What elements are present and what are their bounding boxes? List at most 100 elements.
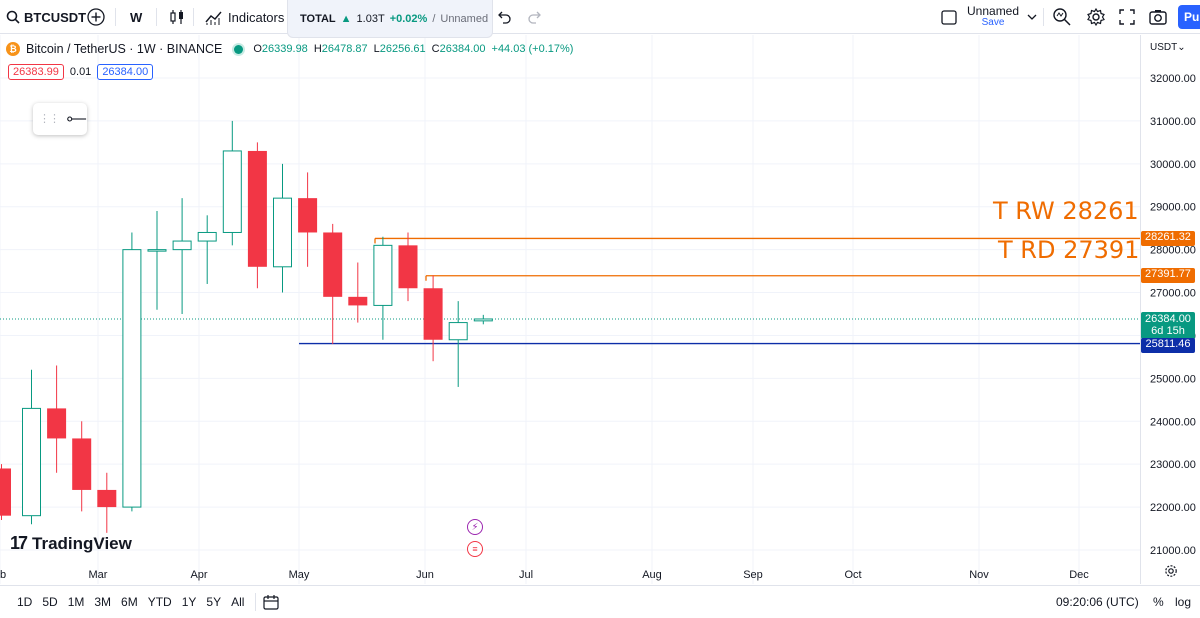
candle-body-down xyxy=(72,438,92,490)
up-arrow-icon: ▲ xyxy=(340,12,352,25)
settings-button[interactable] xyxy=(1086,0,1106,34)
top-toolbar: BTCUSDT W Indicators TOTAL ▲ 1.03T +0.02… xyxy=(0,0,1200,38)
last-price-value: 26384.00 xyxy=(1145,313,1191,325)
horizontal-ray-icon[interactable] xyxy=(67,114,87,124)
calendar-range-icon[interactable] xyxy=(262,593,280,611)
us-flag-event-icon[interactable]: ≡ xyxy=(467,541,483,557)
time-axis-label: Dec xyxy=(1069,569,1089,581)
time-axis-label: Apr xyxy=(190,569,207,581)
total-separator: / xyxy=(432,12,436,25)
layout-name-label: Unnamed xyxy=(967,4,1020,18)
interval-button[interactable]: W xyxy=(130,9,143,25)
candle-body-up xyxy=(22,407,41,517)
currency-label: USDT xyxy=(1150,42,1178,53)
axis-settings-button[interactable] xyxy=(1164,564,1178,583)
chart-type-button[interactable] xyxy=(168,0,186,34)
change-value: +44.03 (+0.17%) xyxy=(491,43,574,55)
symbol-title[interactable]: Bitcoin / TetherUS · 1W · BINANCE xyxy=(26,42,223,56)
ohlc-values: O26339.98 H26478.87 L26256.61 C26384.00 … xyxy=(253,43,573,55)
range-3m-button[interactable]: 3M xyxy=(94,595,112,609)
annotation-rd[interactable]: T RD 27391 xyxy=(998,236,1140,264)
candle-body-down xyxy=(348,296,368,306)
candle-body-up xyxy=(147,249,167,252)
close-value: 26384.00 xyxy=(439,43,486,55)
price-axis-label: 32000.00 xyxy=(1150,73,1196,85)
snapshot-button[interactable] xyxy=(1148,0,1168,34)
high-value: 26478.87 xyxy=(321,43,368,55)
low-value: 26256.61 xyxy=(379,43,426,55)
range-ytd-button[interactable]: YTD xyxy=(147,595,172,609)
fullscreen-button[interactable] xyxy=(1118,0,1136,34)
candle-body-up xyxy=(448,322,468,341)
save-label: Save xyxy=(981,17,1005,28)
toolbar-divider xyxy=(193,8,194,26)
price-axis-label: 28000.00 xyxy=(1150,245,1196,257)
time-axis-label: Mar xyxy=(89,569,108,581)
clock-timezone[interactable]: 09:20:06 (UTC) xyxy=(1056,595,1139,609)
open-key: O xyxy=(253,43,262,55)
total-layout-name: Unnamed xyxy=(440,12,489,25)
zoom-search-icon xyxy=(1053,8,1071,26)
range-6m-button[interactable]: 6M xyxy=(121,595,138,609)
range-5d-button[interactable]: 5D xyxy=(42,595,58,609)
price-axis-label: 21000.00 xyxy=(1150,545,1196,557)
fullscreen-icon xyxy=(1119,9,1135,25)
quick-search-button[interactable] xyxy=(1052,0,1072,34)
floating-drawing-toolbar[interactable]: ⋮⋮ xyxy=(33,103,87,135)
candle-body-up xyxy=(273,197,292,268)
lightning-event-icon[interactable]: ⚡ xyxy=(467,519,483,535)
range-1y-button[interactable]: 1Y xyxy=(181,595,197,609)
price-chart[interactable]: 21000.00 22000.00 23000.00 24000.00 25000.00… xyxy=(0,35,1200,584)
candle-body-down xyxy=(323,232,343,297)
candle-body-down xyxy=(423,288,443,340)
candle-body-up xyxy=(473,318,493,322)
symbol-search-button[interactable]: BTCUSDT xyxy=(6,0,86,34)
range-1m-button[interactable]: 1M xyxy=(67,595,85,609)
candle-body-down xyxy=(97,489,117,508)
layout-menu-button[interactable] xyxy=(1026,0,1038,34)
compare-symbol-button[interactable] xyxy=(86,0,106,34)
undo-button[interactable] xyxy=(496,0,512,34)
indicators-button[interactable]: Indicators xyxy=(205,0,284,34)
currency-select[interactable]: USDT⌄ xyxy=(1150,42,1186,53)
plus-circle-icon xyxy=(87,8,105,26)
percent-scale-toggle[interactable]: % xyxy=(1153,595,1164,609)
candle-body-up xyxy=(373,244,393,306)
buy-button[interactable]: 26384.00 xyxy=(97,64,154,80)
lightning-glyph: ⚡ xyxy=(471,521,479,533)
log-scale-toggle[interactable]: log xyxy=(1175,595,1192,609)
time-axis-label: May xyxy=(289,569,310,581)
indicators-label: Indicators xyxy=(228,9,285,25)
layout-name-button[interactable]: Unnamed Save xyxy=(967,0,1019,34)
range-all-button[interactable]: All xyxy=(231,595,245,609)
undo-icon xyxy=(498,11,511,24)
rw-price-tag: 28261.32 xyxy=(1141,231,1195,246)
symbol-legend: ₿ Bitcoin / TetherUS · 1W · BINANCE O263… xyxy=(6,42,573,56)
total-symbol-tooltip[interactable]: TOTAL ▲ 1.03T +0.02% / Unnamed xyxy=(287,0,493,38)
candle-body-down xyxy=(398,245,418,289)
redo-button[interactable] xyxy=(527,0,543,34)
drag-handle-icon[interactable]: ⋮⋮ xyxy=(39,113,60,125)
toolbar-divider xyxy=(115,8,116,26)
candle-body-down xyxy=(298,198,318,233)
total-change: +0.02% xyxy=(389,12,428,25)
publish-button[interactable]: Pu xyxy=(1178,5,1200,29)
indicators-icon xyxy=(205,11,222,25)
camera-icon xyxy=(1149,10,1167,25)
bar-countdown: 6d 15h xyxy=(1151,325,1185,337)
last-price-tag: 26384.00 6d 15h xyxy=(1141,312,1195,339)
annotation-rw[interactable]: T RW 28261 xyxy=(993,197,1139,225)
sell-button[interactable]: 26383.99 xyxy=(8,64,64,80)
range-5y-button[interactable]: 5Y xyxy=(206,595,222,609)
support-price-tag: 25811.46 xyxy=(1141,338,1195,353)
layout-checkbox[interactable] xyxy=(940,0,958,34)
market-open-dot xyxy=(234,44,244,54)
tradingview-logo-text: TradingView xyxy=(32,533,132,553)
buy-sell-panel: 26383.99 0.01 26384.00 xyxy=(8,64,154,80)
chart-pane[interactable]: 21000.00 22000.00 23000.00 24000.00 25000.00… xyxy=(0,35,1200,584)
tradingview-logo[interactable]: 17 TradingView xyxy=(10,533,132,554)
rd-price-tag: 27391.77 xyxy=(1141,268,1195,283)
range-1d-button[interactable]: 1D xyxy=(17,595,33,609)
tradingview-logo-mark: 17 xyxy=(10,533,28,553)
bottom-toolbar: 1D 5D 1M 3M 6M YTD 1Y 5Y All 09:20:06 (UTC) % lo… xyxy=(0,585,1200,618)
